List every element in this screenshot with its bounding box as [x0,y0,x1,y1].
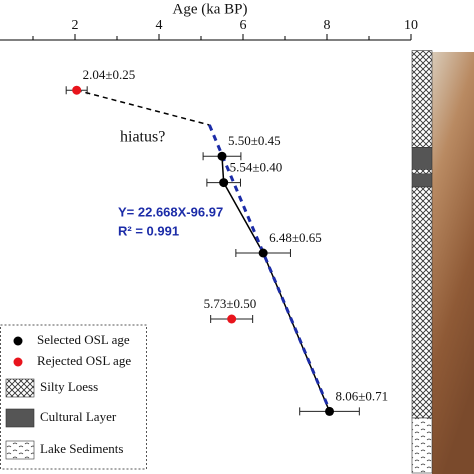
point-label: 5.54±0.40 [230,160,283,175]
point-label: 2.04±0.25 [83,67,136,82]
lithology-layer [411,147,433,170]
legend-marker [13,336,23,346]
annotation: hiatus? [120,129,165,146]
x-tick-label: 4 [156,18,163,33]
legend-swatch [5,408,35,428]
legend-label: Cultural Layer [40,409,117,424]
lithology-layer [411,169,433,175]
point-label: 8.06±0.71 [336,388,389,403]
fit-line [208,124,331,411]
data-point [217,151,227,161]
lithology-layer [411,173,433,188]
lithology-layer [411,186,433,419]
fit-r2: R² = 0.991 [118,223,179,238]
point-label: 5.50±0.45 [228,133,281,148]
data-point [219,178,229,188]
lithology-layer [411,417,433,474]
x-tick-label: 10 [404,18,418,33]
x-tick-label: 2 [72,18,79,33]
x-tick-label: 8 [324,18,331,33]
legend-swatch [5,440,35,460]
x-tick-label: 6 [240,18,247,33]
site-photo [432,52,474,474]
x-axis-title: Age (ka BP) [173,1,248,17]
lithology-layer [411,50,433,148]
data-point [325,406,335,416]
data-point [258,248,268,258]
legend-marker [13,357,23,367]
fit-equation: Y= 22.668X-96.97 [118,204,223,219]
data-point [227,314,237,324]
hiatus-line [76,89,210,126]
data-point [72,85,82,95]
point-label: 6.48±0.65 [269,230,322,245]
legend-label: Lake Sediments [40,441,123,456]
legend-label: Rejected OSL age [37,353,131,368]
legend-swatch [5,378,35,398]
legend-label: Selected OSL age [37,332,130,347]
point-label: 5.73±0.50 [204,296,257,311]
legend-label: Silty Loess [40,379,98,394]
